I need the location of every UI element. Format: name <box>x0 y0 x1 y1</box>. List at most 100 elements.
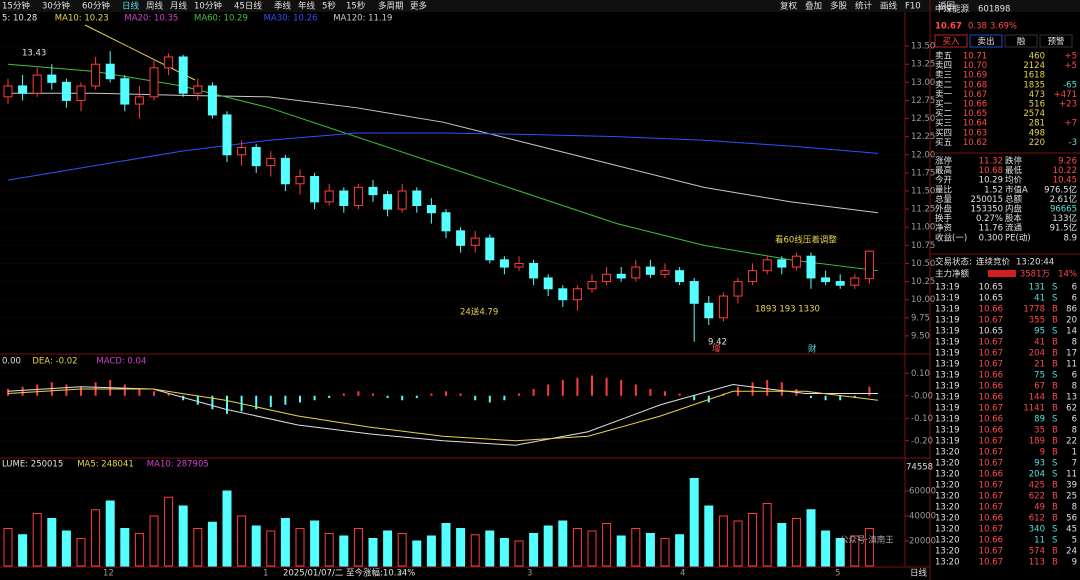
tick-side: B <box>1052 316 1058 326</box>
volume-bar <box>558 520 568 567</box>
period-tab[interactable]: 月线 <box>170 1 188 12</box>
order-volume: 498 <box>1029 128 1045 138</box>
tick-time: 13:19 <box>935 360 960 370</box>
volume-bar <box>602 523 612 567</box>
period-tab[interactable]: 10分钟 <box>194 1 222 12</box>
tick-time: 13:20 <box>935 503 960 513</box>
trade-button[interactable] <box>1039 34 1073 48</box>
tool-button[interactable]: F10 <box>905 2 921 12</box>
tick-count: 5 <box>1072 536 1077 546</box>
volume-bar <box>529 533 539 567</box>
trade-button[interactable] <box>969 34 1003 48</box>
tick-time: 13:19 <box>935 371 960 381</box>
period-tab[interactable]: 年线 <box>298 1 316 12</box>
order-change: -65 <box>1063 80 1077 90</box>
tick-time: 13:19 <box>935 404 960 414</box>
tick-count: 11 <box>1066 360 1077 370</box>
order-volume: 220 <box>1029 138 1045 148</box>
candle-body <box>134 96 144 105</box>
annotation: 9.42 <box>708 338 727 348</box>
volume-bar <box>660 538 670 567</box>
stat-label: 外盘 <box>935 204 953 215</box>
tool-button[interactable]: 多股 <box>830 1 848 12</box>
tick-side: B <box>1052 558 1058 568</box>
flow-value: 3581万 <box>1020 270 1050 280</box>
period-tab[interactable]: 日线 <box>122 1 140 12</box>
period-tab[interactable]: 季线 <box>274 1 292 12</box>
order-level: 卖四 <box>935 61 952 71</box>
annotation: 财 <box>808 344 817 355</box>
toolbar-bg <box>0 0 1080 12</box>
order-level: 买五 <box>935 138 953 148</box>
candle-body <box>602 273 612 283</box>
candle-body <box>412 190 422 206</box>
y-tick-label: 13.25 <box>911 60 935 70</box>
trade-button[interactable] <box>1004 34 1038 48</box>
trade-button-label[interactable]: 融 <box>1017 36 1026 47</box>
tool-button[interactable]: 返回 <box>938 1 955 12</box>
stat-value: 976.5亿 <box>1044 184 1077 195</box>
order-price: 10.70 <box>963 61 987 71</box>
y-tick-label: -0.00 <box>911 391 933 401</box>
period-tab[interactable]: 多周期 <box>378 1 404 12</box>
tick-time: 13:19 <box>935 415 960 425</box>
volume-legend: LUME: 250015 <box>2 460 63 470</box>
tick-volume: 144 <box>1029 393 1045 403</box>
candle-body <box>572 288 582 301</box>
candle-body <box>616 273 626 279</box>
annotation: 13.43 <box>22 49 46 59</box>
tick-side: S <box>1052 470 1057 480</box>
volume-bar <box>251 525 261 567</box>
candle-body <box>470 237 480 246</box>
stat-label: 涨停 <box>935 156 953 167</box>
y-tick-label: -0.10 <box>911 414 933 424</box>
macd-legend: 0.00 <box>2 357 21 367</box>
trade-button[interactable] <box>934 34 968 48</box>
stat-value: 1.52 <box>984 185 1003 195</box>
tick-count: 13 <box>1066 393 1077 403</box>
volume-bar <box>645 533 655 567</box>
trade-button-label[interactable]: 预警 <box>1047 36 1065 47</box>
tick-side: S <box>1052 525 1057 535</box>
tick-time: 13:19 <box>935 349 960 359</box>
order-level: 买一 <box>935 100 953 110</box>
candle-body <box>529 262 539 279</box>
order-volume: 2574 <box>1023 109 1045 119</box>
tool-button[interactable]: 统计 <box>855 1 873 12</box>
stat-value: 0.27% <box>976 214 1003 224</box>
stat-value: 9.26 <box>1058 157 1077 167</box>
volume-bar <box>689 478 699 567</box>
candle-body <box>426 204 436 214</box>
period-tab[interactable]: 45日线 <box>234 1 262 12</box>
tick-price: 10.67 <box>979 316 1003 326</box>
flow-label: 主力净额 <box>935 269 970 280</box>
period-tab[interactable]: 15分钟 <box>2 1 30 12</box>
trade-button-label[interactable]: 买入 <box>942 37 960 47</box>
tick-time: 13:19 <box>935 305 960 315</box>
period-tab[interactable]: 30分钟 <box>42 1 70 12</box>
period-tab[interactable]: 5秒 <box>322 1 336 12</box>
volume-bar <box>850 535 860 567</box>
stat-label: 流通 <box>1005 223 1023 234</box>
price-change: 0.38 <box>968 22 987 32</box>
volume-bar <box>368 538 378 567</box>
period-tab[interactable]: 更多 <box>410 1 428 12</box>
status-value: 连续竞价 <box>976 257 1011 268</box>
trade-button-label[interactable]: 卖出 <box>977 36 994 47</box>
period-tab[interactable]: 60分钟 <box>82 1 110 12</box>
last-price: 10.67 <box>935 22 962 32</box>
tool-button[interactable]: 复权 <box>780 1 798 12</box>
flow-bar <box>988 270 1016 277</box>
volume-bar <box>280 518 290 567</box>
tick-count: 20 <box>1066 316 1077 326</box>
candle-body <box>3 85 13 98</box>
tool-button[interactable]: 画线 <box>880 1 898 12</box>
period-tab[interactable]: 15秒 <box>346 1 366 12</box>
candle-body <box>675 270 685 283</box>
tick-price: 10.65 <box>979 327 1003 337</box>
tick-count: 8 <box>1072 382 1077 392</box>
order-level: 卖五 <box>935 52 953 62</box>
period-tab[interactable]: 周线 <box>146 1 164 12</box>
tool-button[interactable]: 叠加 <box>805 1 822 12</box>
stat-label: 内盘 <box>1005 204 1023 215</box>
